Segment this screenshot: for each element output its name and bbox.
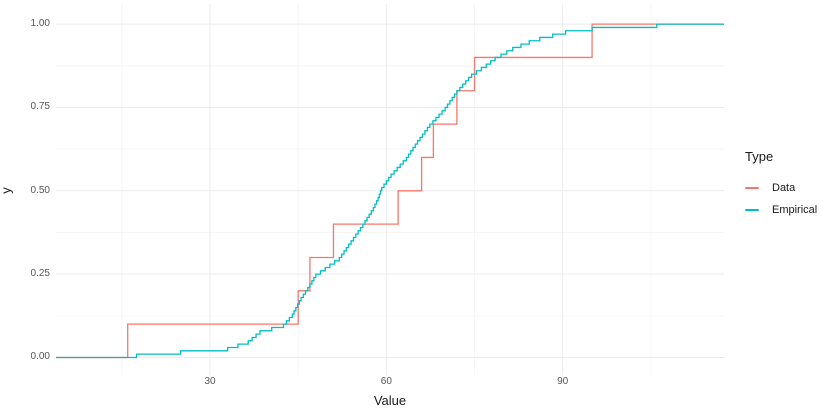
- legend-entry-data: Data: [745, 177, 817, 199]
- y-axis-title: y: [0, 187, 14, 194]
- y-tick-label-0.00: 0.00: [30, 351, 50, 363]
- y-tick-label-0.25: 0.25: [30, 268, 50, 280]
- x-axis-title: Value: [373, 393, 407, 408]
- x-tick-label-30: 30: [204, 376, 216, 387]
- plot-panel: [56, 4, 724, 375]
- legend-key-line-empirical: [745, 209, 759, 211]
- legend-label: Empirical: [772, 204, 818, 216]
- y-tick-label-0.75: 0.75: [30, 101, 50, 113]
- legend-title: Type: [745, 149, 774, 164]
- legend-key-line-data: [745, 187, 759, 189]
- series-line-empirical: [56, 23, 724, 359]
- legend-items: Data Empirical: [745, 177, 817, 221]
- y-tick-label-0.50: 0.50: [30, 184, 50, 196]
- x-tick-label-60: 60: [380, 376, 392, 387]
- y-tick-label-1.00: 1.00: [30, 18, 50, 30]
- legend: Type Data Empirical: [745, 149, 817, 221]
- legend-entry-empirical: Empirical: [745, 199, 817, 221]
- legend-label: Data: [772, 182, 796, 194]
- x-tick-label-90: 90: [557, 376, 569, 387]
